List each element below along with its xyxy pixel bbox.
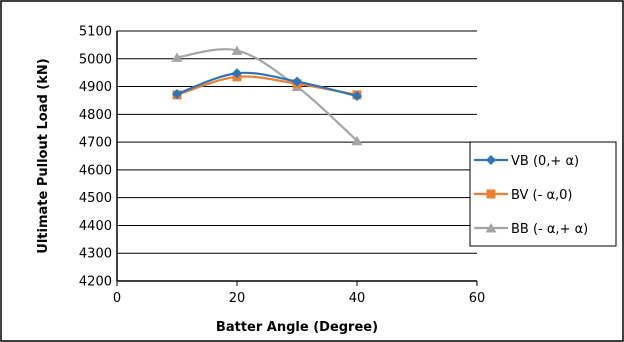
series-line bbox=[176, 48, 358, 142]
legend-label: BV (- α,0) bbox=[511, 188, 572, 203]
y-tick-label: 4800 bbox=[79, 108, 112, 123]
y-tick-label: 4700 bbox=[79, 136, 112, 151]
y-axis-title: Ultimate Pullout Load (kN) bbox=[36, 58, 51, 253]
series-line bbox=[176, 71, 358, 98]
y-tick-label: 4500 bbox=[79, 191, 112, 206]
y-tick-label: 5100 bbox=[79, 25, 112, 40]
y-tick-label: 4400 bbox=[79, 219, 112, 234]
data-point bbox=[292, 76, 302, 87]
legend-swatch-marker bbox=[485, 223, 497, 233]
series-group bbox=[171, 45, 363, 146]
x-axis-title: Batter Angle (Degree) bbox=[216, 320, 378, 335]
y-tick-label: 4900 bbox=[79, 80, 112, 95]
y-tick-label: 4600 bbox=[79, 163, 112, 178]
data-point bbox=[172, 89, 182, 100]
axes: 4200 4300 4400 4500 4600 4700 4800 4900 5000 5100… bbox=[79, 25, 485, 307]
gridlines bbox=[117, 30, 477, 254]
y-tick-label: 4200 bbox=[79, 275, 112, 290]
series-0 bbox=[172, 68, 362, 101]
data-point bbox=[352, 91, 362, 101]
legend-swatch-marker bbox=[486, 189, 496, 199]
data-point bbox=[232, 68, 242, 79]
x-tick-label: 20 bbox=[229, 291, 246, 306]
data-point bbox=[171, 52, 183, 62]
legend-label: BB (- α,+ α) bbox=[511, 222, 588, 237]
x-tick-label: 60 bbox=[469, 291, 486, 306]
data-point bbox=[351, 135, 363, 146]
legend: VB (0,+ α) BV (- α,0) BB (- α,+ α) bbox=[469, 141, 617, 247]
y-tick-label: 5000 bbox=[79, 52, 112, 67]
x-tick-label: 0 bbox=[113, 291, 121, 306]
legend-swatch-marker bbox=[486, 155, 496, 165]
data-point bbox=[231, 45, 243, 55]
x-tick-label: 40 bbox=[349, 291, 366, 306]
y-tick-label: 4300 bbox=[79, 247, 112, 262]
legend-label: VB (0,+ α) bbox=[511, 154, 579, 169]
